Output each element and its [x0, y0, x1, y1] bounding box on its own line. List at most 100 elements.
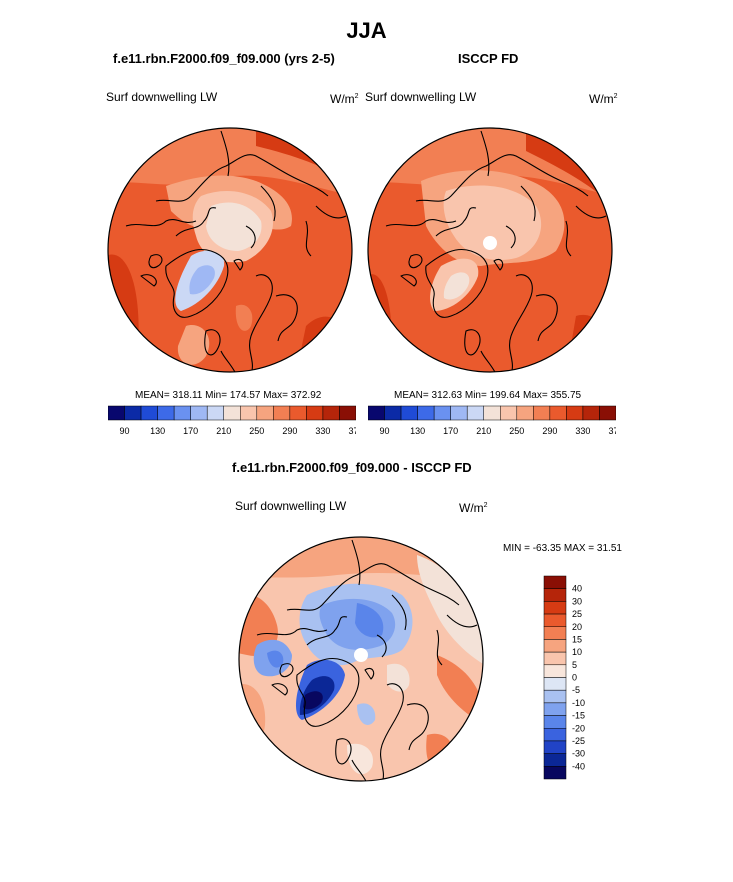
colorbar-tick-label: 90 [120, 426, 130, 436]
colorbar-swatch [533, 405, 551, 421]
colorbar-swatch [543, 626, 567, 640]
colorbar-tick-labels: 90 130 170 210 250 290 330 370 [380, 426, 616, 436]
colorbar-tick-label: 25 [572, 609, 582, 619]
model-polar-map [107, 127, 353, 373]
coastlines [256, 539, 478, 781]
obs-panel-header: ISCCP FD [458, 51, 519, 66]
colorbar-swatch [543, 728, 567, 742]
colorbar-tick-label: 130 [150, 426, 165, 436]
map-border [367, 127, 613, 373]
colorbar-tick-label: 40 [572, 584, 582, 594]
colorbar-tick-label: 20 [572, 622, 582, 632]
colorbar-tick-label: 15 [572, 634, 582, 644]
diff-variable-label: Surf downwelling LW [235, 499, 347, 513]
diff-colorbar: 40 30 25 20 15 10 5 0 -5 -10 -15 -20 -25 -30 -40 [543, 575, 585, 780]
colorbar-swatch [543, 766, 567, 780]
colorbar-swatch [368, 405, 385, 421]
colorbar-swatch [289, 405, 307, 421]
colorbar-swatches [543, 575, 567, 780]
colorbar-swatch [543, 575, 567, 589]
colorbar-swatch [157, 405, 175, 421]
colorbar-tick-label: -10 [572, 698, 585, 708]
model-units-label: W/m2 [330, 92, 359, 106]
colorbar-swatch [384, 405, 402, 421]
model-colorbar: 90 130 170 210 250 290 330 370 [108, 405, 356, 436]
colorbar-swatch [273, 405, 291, 421]
colorbar-swatch [516, 405, 534, 421]
colorbar-tick-label: 290 [282, 426, 297, 436]
colorbar-swatch [433, 405, 451, 421]
model-variable-label: Surf downwelling LW [106, 90, 218, 104]
colorbar-swatch [543, 639, 567, 653]
colorbar-swatch [240, 405, 258, 421]
colorbar-tick-label: 370 [608, 426, 616, 436]
colorbar-swatch [140, 405, 158, 421]
colorbar-swatch [190, 405, 208, 421]
colorbar-tick-label: 0 [572, 673, 577, 683]
colorbar-swatch [483, 405, 501, 421]
colorbar-tick-label: 210 [476, 426, 491, 436]
diff-units-label: W/m2 [459, 501, 488, 515]
colorbar-swatch [400, 405, 418, 421]
coastlines [125, 130, 347, 372]
obs-colorbar: 90 130 170 210 250 290 330 370 [368, 405, 616, 436]
model-panel-header: f.e11.rbn.F2000.f09_f09.000 (yrs 2-5) [113, 51, 335, 66]
obs-variable-label: Surf downwelling LW [365, 90, 477, 104]
colorbar-swatch [543, 601, 567, 615]
obs-polar-map [367, 127, 613, 373]
colorbar-swatch [206, 405, 224, 421]
colorbar-swatch [124, 405, 142, 421]
colorbar-swatch [450, 405, 468, 421]
colorbar-tick-label: 10 [572, 647, 582, 657]
colorbar-swatch [306, 405, 324, 421]
colorbar-tick-label: 330 [315, 426, 330, 436]
colorbar-tick-label: -25 [572, 736, 585, 746]
colorbar-tick-label: 370 [348, 426, 356, 436]
colorbar-tick-label: 30 [572, 596, 582, 606]
colorbar-swatch [582, 405, 600, 421]
colorbar-tick-label: 170 [443, 426, 458, 436]
colorbar-swatch [543, 677, 567, 691]
colorbar-tick-label: -5 [572, 685, 580, 695]
diff-panel-header: f.e11.rbn.F2000.f09_f09.000 - ISCCP FD [232, 460, 472, 475]
colorbar-tick-labels: 40 30 25 20 15 10 5 0 -5 -10 -15 -20 -25 -30 -40 [572, 584, 585, 772]
colorbar-swatch [500, 405, 518, 421]
colorbar-tick-label: 210 [216, 426, 231, 436]
colorbar-tick-label: 290 [542, 426, 557, 436]
colorbar-tick-label: 5 [572, 660, 577, 670]
colorbar-swatch [599, 405, 616, 421]
colorbar-swatch [417, 405, 435, 421]
colorbar-tick-label: 170 [183, 426, 198, 436]
map-border [238, 536, 484, 782]
page-title: JJA [346, 18, 387, 43]
diff-polar-map [238, 536, 484, 782]
colorbar-swatch [543, 740, 567, 754]
colorbar-swatch [339, 405, 356, 421]
missing-data-pole-marker [483, 236, 497, 250]
colorbar-swatches [108, 405, 356, 421]
colorbar-tick-labels: 90 130 170 210 250 290 330 370 [120, 426, 356, 436]
colorbar-tick-label: 90 [380, 426, 390, 436]
map-border [107, 127, 353, 373]
colorbar-tick-label: 250 [249, 426, 264, 436]
colorbar-swatch [256, 405, 274, 421]
colorbar-tick-label: 130 [410, 426, 425, 436]
colorbar-swatch [543, 613, 567, 627]
coastlines [385, 130, 607, 372]
colorbar-swatch [466, 405, 484, 421]
diff-minmax: MIN = -63.35 MAX = 31.51 [503, 543, 622, 554]
colorbar-tick-label: -40 [572, 761, 585, 771]
colorbar-tick-label: 250 [509, 426, 524, 436]
colorbar-swatch [543, 702, 567, 716]
colorbar-swatch [173, 405, 191, 421]
missing-data-pole-marker [354, 648, 368, 662]
colorbar-swatch [543, 588, 567, 602]
colorbar-swatch [549, 405, 567, 421]
colorbar-swatch [543, 753, 567, 767]
obs-units-label: W/m2 [589, 92, 618, 106]
colorbar-tick-label: -15 [572, 711, 585, 721]
colorbar-swatch [322, 405, 340, 421]
colorbar-swatch [566, 405, 584, 421]
colorbar-tick-label: -30 [572, 749, 585, 759]
colorbar-swatch [108, 405, 125, 421]
